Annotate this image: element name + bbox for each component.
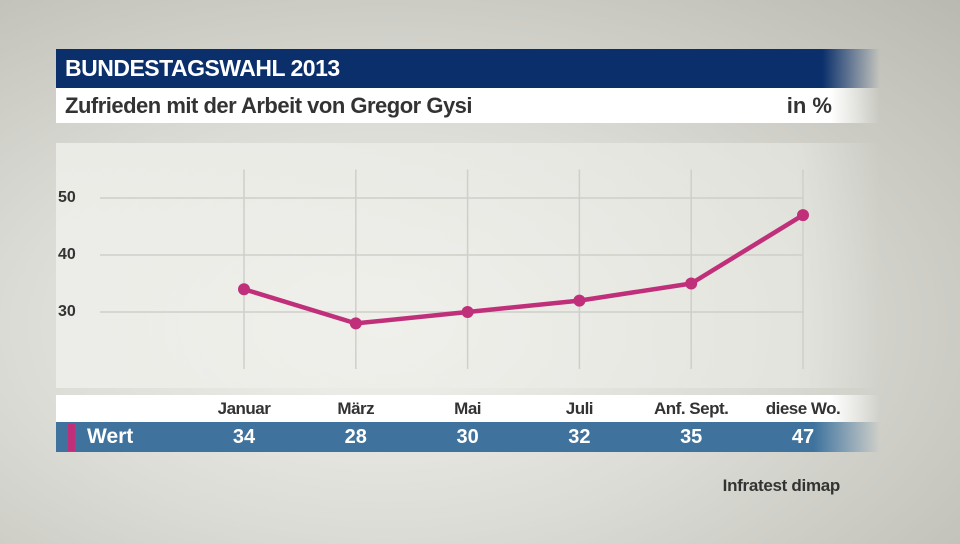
series-line	[243, 213, 805, 326]
data-point	[685, 277, 698, 290]
y-tick-label: 30	[58, 303, 76, 320]
data-label: 34	[232, 426, 256, 448]
source-label: Infratest dimap	[722, 476, 841, 495]
data-point	[238, 283, 250, 296]
value-row	[56, 422, 880, 452]
series-color-marker	[68, 424, 75, 451]
x-tick-label: Juli	[565, 399, 594, 418]
data-label: 47	[791, 426, 815, 448]
data-point	[349, 317, 362, 330]
category-row	[56, 395, 880, 422]
data-label: 28	[344, 426, 367, 448]
x-tick-label: Anf. Sept.	[654, 399, 729, 418]
x-tick-label: März	[337, 399, 375, 418]
chart-subtitle: Zufrieden mit der Arbeit von Gregor Gysi	[56, 88, 880, 123]
x-tick-label: Januar	[217, 399, 271, 418]
series-label: Wert	[87, 425, 134, 448]
y-tick-label: 40	[58, 246, 76, 263]
data-point	[461, 306, 474, 318]
data-point	[573, 294, 586, 307]
data-label: 32	[568, 426, 591, 448]
data-point	[797, 209, 809, 222]
y-tick-label: 50	[58, 189, 76, 206]
data-label: 35	[680, 426, 703, 448]
x-tick-label: Mai	[454, 399, 482, 418]
data-label: 30	[456, 426, 479, 448]
header-title: BUNDESTAGSWAHL 2013	[56, 49, 880, 88]
x-tick-label: diese Wo.	[765, 399, 841, 418]
unit-label: in %	[786, 93, 832, 118]
